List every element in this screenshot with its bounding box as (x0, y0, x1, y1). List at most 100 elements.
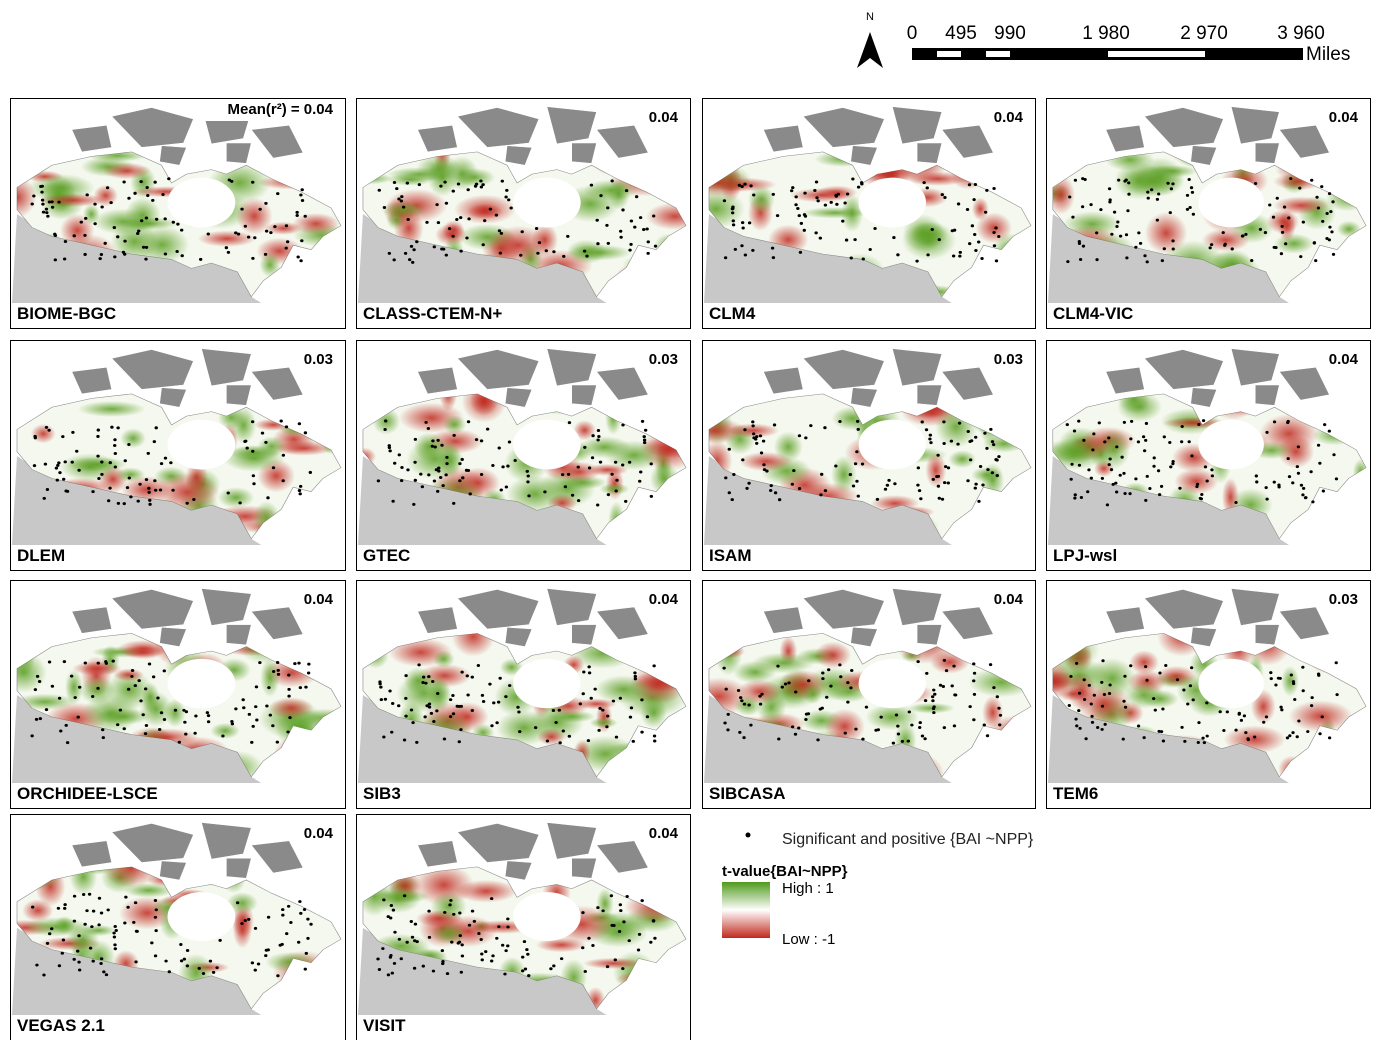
site-dot (619, 230, 622, 233)
site-dot (748, 221, 751, 224)
site-dot (185, 502, 188, 505)
panel-label: ORCHIDEE-LSCE (17, 784, 158, 803)
site-dot (527, 475, 530, 478)
legend-high: High : 1 (782, 880, 834, 897)
site-dot (966, 208, 969, 211)
site-dot (432, 720, 435, 723)
site-dot (1296, 735, 1299, 738)
site-dot (1309, 470, 1312, 473)
site-dot (209, 960, 212, 963)
site-dot (1122, 738, 1125, 741)
site-dot (952, 255, 955, 258)
scale-bar: 0 495 990 1 980 2 970 3 960 Miles (907, 23, 1351, 65)
site-dot (127, 688, 130, 691)
site-dot (552, 709, 555, 712)
site-dot (1137, 724, 1140, 727)
site-dot (104, 660, 107, 663)
site-dot (1287, 216, 1290, 219)
site-dot (1070, 463, 1073, 466)
site-dot (562, 255, 565, 258)
site-dot (1280, 708, 1283, 711)
site-dot (1241, 235, 1244, 238)
site-dot (628, 461, 631, 464)
site-dot (830, 201, 833, 204)
site-dot (299, 485, 302, 488)
site-dot (632, 740, 635, 743)
site-dot (89, 947, 92, 950)
site-dot (1222, 729, 1225, 732)
site-dot (202, 972, 205, 975)
site-dot (124, 896, 127, 899)
site-dot (48, 932, 51, 935)
site-dot (122, 180, 125, 183)
site-dot (461, 954, 464, 957)
site-dot (174, 709, 177, 712)
site-dot (850, 669, 853, 672)
site-dot (1321, 715, 1324, 718)
site-dot (425, 221, 428, 224)
site-dot (943, 481, 946, 484)
site-dot (35, 718, 38, 721)
site-dot (96, 455, 99, 458)
site-dot (1100, 728, 1103, 731)
site-dot (1078, 464, 1081, 467)
t-value-patch (1273, 197, 1328, 215)
site-dot (1091, 721, 1094, 724)
site-dot (855, 450, 858, 453)
site-dot (974, 487, 977, 490)
site-dot (194, 714, 197, 717)
site-dot (892, 742, 895, 745)
t-value-patch (120, 428, 146, 448)
site-dot (489, 208, 492, 211)
site-dot (593, 688, 596, 691)
scale-bar-seg (986, 51, 1010, 57)
site-dot (992, 231, 995, 234)
site-dot (134, 901, 137, 904)
site-dot (506, 944, 509, 947)
site-dot (114, 925, 117, 928)
site-dot (112, 932, 115, 935)
site-dot (896, 253, 899, 256)
figure: N 0 495 990 1 980 2 970 3 960 Miles Sign… (0, 0, 1376, 1040)
site-dot (1328, 226, 1331, 229)
site-dot (43, 497, 46, 500)
site-dot (400, 479, 403, 482)
site-dot (1280, 252, 1283, 255)
site-dot (221, 735, 224, 738)
t-value-patch (455, 880, 518, 903)
r2-value: 0.04 (304, 591, 334, 608)
site-dot (727, 713, 730, 716)
r2-value: 0.04 (649, 109, 679, 126)
site-dot (113, 438, 116, 441)
site-dot (650, 495, 653, 498)
site-dot (596, 906, 599, 909)
site-dot (97, 477, 100, 480)
site-dot (601, 709, 604, 712)
site-dot (1197, 741, 1200, 744)
site-dot (185, 710, 188, 713)
site-dot (1279, 706, 1282, 709)
site-dot (381, 947, 384, 950)
site-dot (234, 707, 237, 710)
site-dot (862, 257, 865, 260)
site-dot (643, 435, 646, 438)
site-dot (640, 899, 643, 902)
site-dot (46, 215, 49, 218)
site-dot (534, 726, 537, 729)
site-dot (1082, 245, 1085, 248)
site-dot (977, 500, 980, 503)
t-value-patch (802, 207, 869, 219)
site-dot (1146, 475, 1149, 478)
site-dot (1075, 662, 1078, 665)
site-dot (1077, 709, 1080, 712)
site-dot (71, 431, 74, 434)
site-dot (943, 196, 946, 199)
site-dot (1162, 740, 1165, 743)
t-value-patch (79, 676, 115, 703)
site-dot (160, 711, 163, 714)
site-dot (765, 470, 768, 473)
site-dot (950, 440, 953, 443)
site-dot (254, 927, 257, 930)
site-dot (504, 195, 507, 198)
t-value-patch (22, 899, 53, 922)
